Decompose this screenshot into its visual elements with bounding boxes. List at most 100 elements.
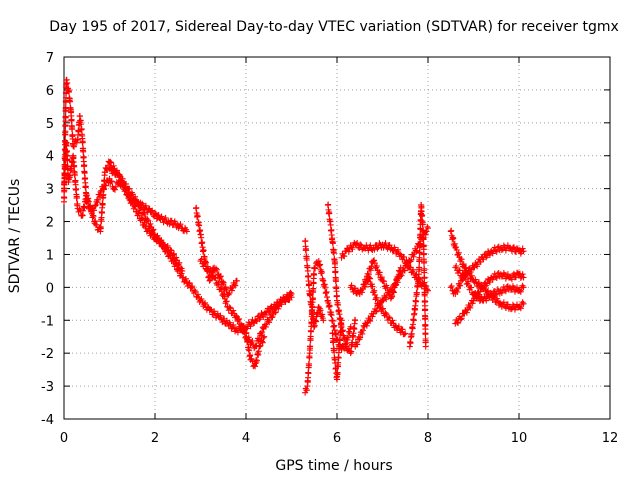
data-point — [212, 265, 219, 272]
x-tick-label: 2 — [151, 431, 159, 446]
data-point — [66, 88, 73, 95]
data-point — [309, 295, 316, 302]
data-point — [244, 338, 251, 345]
data-point — [357, 241, 364, 248]
data-point — [468, 272, 475, 279]
data-point — [363, 278, 370, 285]
data-point — [138, 204, 145, 211]
data-point — [176, 259, 183, 266]
data-point — [471, 290, 478, 297]
data-point — [421, 283, 428, 290]
data-point — [152, 211, 159, 218]
data-point — [325, 201, 332, 208]
y-tick-label: 0 — [46, 281, 54, 296]
y-axis-title: SDTVAR / TECUs — [7, 179, 23, 294]
data-point — [177, 221, 184, 228]
data-point — [475, 279, 482, 286]
data-point — [213, 266, 220, 273]
data-point — [198, 256, 205, 263]
x-tick-label: 6 — [333, 431, 341, 446]
data-point — [150, 226, 157, 233]
data-point — [264, 305, 271, 312]
data-point — [363, 322, 370, 329]
data-point — [217, 273, 224, 280]
data-point — [366, 316, 373, 323]
data-point — [395, 273, 402, 280]
data-point — [379, 306, 386, 313]
data-point — [304, 267, 311, 274]
data-point — [235, 316, 242, 323]
data-point — [359, 330, 366, 337]
data-point — [455, 251, 462, 258]
data-point — [419, 221, 426, 228]
data-point — [61, 181, 68, 188]
data-point — [61, 194, 68, 201]
data-point — [394, 246, 401, 253]
data-point — [166, 250, 173, 257]
data-point — [392, 282, 399, 289]
data-point — [126, 185, 133, 192]
data-point — [64, 156, 71, 163]
data-point — [311, 322, 318, 329]
data-point — [516, 270, 523, 277]
data-point — [255, 348, 262, 355]
data-point — [272, 309, 279, 316]
data-point — [283, 291, 290, 298]
data-point — [472, 276, 479, 283]
y-tick-label: -1 — [41, 314, 54, 329]
data-point — [520, 248, 527, 255]
data-point — [188, 284, 195, 291]
data-point — [349, 246, 356, 253]
data-point — [217, 312, 224, 319]
data-point — [253, 357, 260, 364]
x-axis-title: GPS time / hours — [275, 458, 392, 474]
data-point — [310, 280, 317, 287]
data-point — [220, 279, 227, 286]
data-point — [388, 294, 395, 301]
data-point — [178, 270, 185, 277]
data-point — [408, 330, 415, 337]
data-point — [182, 275, 189, 282]
data-point — [168, 217, 175, 224]
data-point — [259, 329, 266, 336]
data-point — [373, 264, 380, 271]
data-point — [269, 313, 276, 320]
data-point — [517, 288, 524, 295]
data-point — [519, 271, 526, 278]
data-point — [493, 248, 500, 255]
data-point — [261, 333, 268, 340]
data-point — [517, 305, 524, 312]
data-point — [68, 116, 75, 123]
data-point — [71, 162, 78, 169]
data-point — [312, 265, 319, 272]
data-point — [512, 274, 519, 281]
series-track-h — [302, 237, 327, 330]
data-point — [202, 299, 209, 306]
y-tick-label: 6 — [46, 84, 54, 99]
x-tick-label: 12 — [602, 431, 619, 446]
data-point — [389, 293, 396, 300]
data-point — [73, 194, 80, 201]
data-point — [409, 321, 416, 328]
data-point — [144, 216, 151, 223]
data-point — [156, 237, 163, 244]
data-point — [157, 238, 164, 245]
data-point — [111, 186, 118, 193]
data-point — [453, 262, 460, 269]
data-point — [154, 232, 161, 239]
data-point — [336, 311, 343, 318]
data-point — [71, 143, 78, 150]
data-point — [477, 258, 484, 265]
data-point — [119, 175, 126, 182]
data-point — [410, 317, 417, 324]
data-point — [265, 308, 272, 315]
data-point — [332, 268, 339, 275]
data-point — [520, 284, 527, 291]
data-point — [85, 198, 92, 205]
data-point — [311, 271, 318, 278]
data-point — [475, 280, 482, 287]
data-point — [63, 147, 70, 154]
data-point — [469, 300, 476, 307]
data-point — [401, 254, 408, 261]
